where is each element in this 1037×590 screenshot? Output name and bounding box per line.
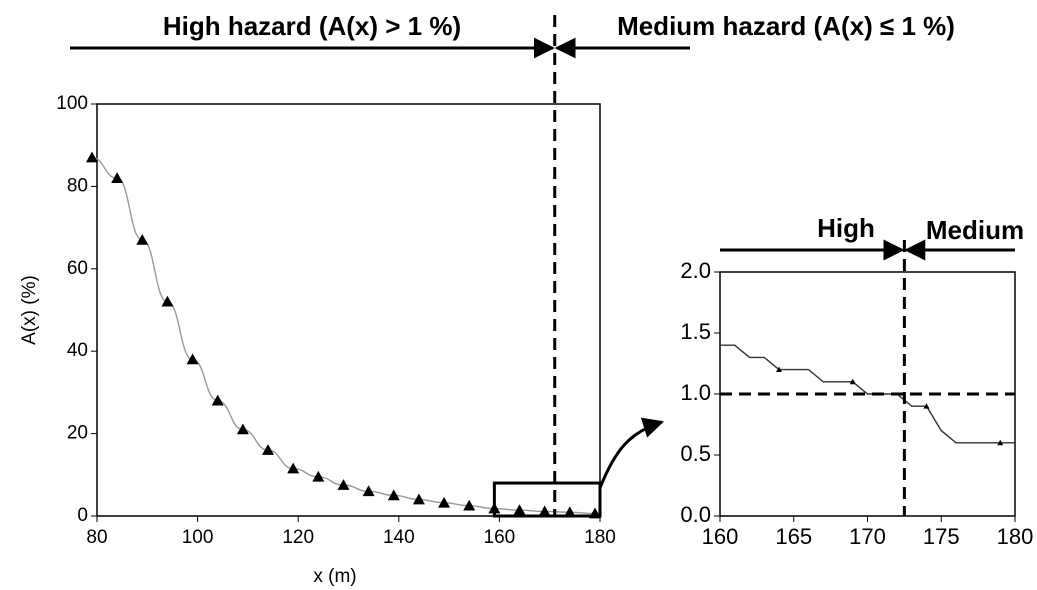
x-tick-label: 175: [923, 524, 960, 549]
marker: [211, 394, 224, 406]
x-axis-label: x (m): [313, 566, 356, 587]
marker: [513, 504, 526, 516]
marker: [563, 506, 576, 518]
marker: [387, 489, 400, 501]
y-tick-label: 0.0: [680, 502, 711, 527]
marker: [337, 479, 350, 490]
marker: [262, 444, 275, 455]
x-tick-label: 180: [997, 524, 1034, 549]
x-tick-label: 120: [282, 527, 314, 548]
marker: [362, 485, 375, 497]
inset-header-medium: Medium: [926, 215, 1024, 245]
x-tick-label: 160: [702, 524, 739, 549]
marker: [186, 353, 199, 365]
x-tick-label: 165: [775, 524, 812, 549]
marker: [463, 499, 476, 511]
marker: [538, 505, 551, 517]
marker: [923, 403, 930, 409]
marker: [287, 462, 300, 474]
marker: [776, 366, 782, 372]
x-tick-label: 170: [849, 524, 886, 549]
y-tick-label: 0.5: [680, 441, 711, 466]
y-tick-label: 1.0: [680, 380, 711, 405]
marker: [849, 378, 856, 385]
y-axis-label: A(x) (%): [19, 275, 40, 345]
x-tick-label: 100: [182, 527, 214, 548]
marker: [412, 493, 425, 505]
x-tick-label: 80: [86, 527, 107, 548]
y-tick-label: 80: [67, 175, 88, 196]
inset-header-high: High: [817, 213, 875, 243]
marker: [136, 233, 149, 245]
marker: [161, 295, 174, 307]
marker: [997, 439, 1004, 446]
series-line: [720, 344, 1015, 444]
x-tick-label: 180: [584, 527, 616, 548]
marker: [111, 172, 124, 183]
y-tick-label: 0: [77, 505, 88, 526]
y-tick-label: 60: [67, 258, 88, 279]
y-tick-label: 40: [67, 340, 88, 361]
marker: [588, 507, 601, 519]
marker: [312, 470, 325, 482]
marker: [488, 502, 501, 514]
header-high: High hazard (A(x) > 1 %): [163, 11, 461, 41]
x-tick-label: 160: [484, 527, 516, 548]
series-line: [91, 156, 595, 515]
x-tick-label: 140: [383, 527, 415, 548]
zoom-arrow: [598, 417, 665, 489]
y-tick-label: 100: [56, 93, 88, 114]
y-tick-label: 20: [67, 423, 88, 444]
marker: [85, 151, 98, 163]
y-tick-label: 1.5: [680, 319, 711, 344]
marker: [236, 423, 249, 435]
header-medium: Medium hazard (A(x) ≤ 1 %): [617, 11, 955, 41]
y-tick-label: 2.0: [680, 258, 711, 283]
marker: [438, 496, 451, 508]
plot-frame: [96, 103, 601, 517]
